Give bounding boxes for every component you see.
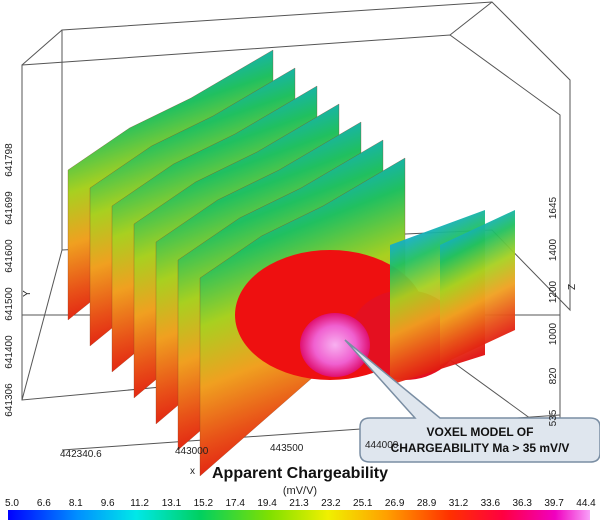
colorbar-label: 11.2: [130, 498, 149, 509]
colorbar-label: 9.6: [101, 498, 115, 509]
colorbar-label: 33.6: [481, 498, 501, 509]
z-tick-label: 535: [548, 409, 559, 426]
z-tick-label: 1000: [548, 322, 559, 345]
colorbar-label: 36.3: [512, 498, 532, 509]
z-tick-label: 1200: [548, 280, 559, 303]
y-tick-label: 641699: [4, 191, 15, 225]
colorbar-label: 25.1: [353, 498, 373, 509]
colorbar-label: 5.0: [5, 498, 19, 509]
colorbar-label: 8.1: [69, 498, 83, 509]
colorbar-label: 6.6: [37, 498, 51, 509]
colorbar-label: 19.4: [257, 498, 277, 509]
y-tick-label: 641798: [4, 143, 15, 177]
colorbar-label: 17.4: [225, 498, 245, 509]
z-tick-label: 1400: [548, 238, 559, 261]
callout-text: VOXEL MODEL OF: [427, 425, 534, 439]
colorbar-label: 26.9: [385, 498, 405, 509]
section-slabs: [67, 49, 406, 477]
colorbar-label: 23.2: [321, 498, 341, 509]
voxel-high: [300, 313, 370, 377]
colorbar-label: 31.2: [449, 498, 469, 509]
x-tick-label: 443500: [270, 443, 304, 454]
y-tick-label: 641500: [4, 287, 15, 321]
legend-unit: (mV/V): [283, 485, 317, 497]
colorbar-label: 15.2: [194, 498, 214, 509]
callout-text: CHARGEABILITY Ma > 35 mV/V: [391, 441, 570, 455]
colorbar-label: 28.9: [417, 498, 437, 509]
colorbar: [8, 510, 590, 520]
legend-title: Apparent Chargeability: [212, 465, 388, 482]
section-slab: [440, 210, 515, 365]
x-tick-label: 444000: [365, 440, 399, 451]
axis-label: Z: [567, 284, 578, 290]
colorbar-label: 21.3: [289, 498, 309, 509]
x-tick-label: 443000: [175, 446, 209, 457]
colorbar-label: 44.4: [576, 498, 596, 509]
y-tick-label: 641400: [4, 335, 15, 369]
y-tick-label: 641600: [4, 239, 15, 273]
z-tick-label: 1645: [548, 196, 559, 219]
colorbar-label: 39.7: [544, 498, 564, 509]
axis-label: Y: [22, 290, 33, 297]
colorbar-label: 13.1: [162, 498, 182, 509]
y-tick-label: 641306: [4, 383, 15, 417]
axis-label: x: [190, 466, 195, 477]
x-tick-label: 442340.6: [60, 449, 102, 460]
z-tick-label: 820: [548, 367, 559, 384]
